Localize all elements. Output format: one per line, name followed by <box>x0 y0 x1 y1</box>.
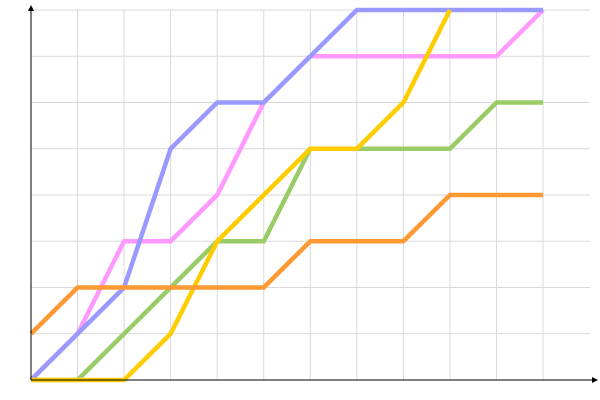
x-axis-arrow-icon <box>592 377 598 383</box>
series-line-2 <box>29 7 544 382</box>
y-axis-arrow-icon <box>28 5 34 11</box>
series-line-3 <box>31 100 544 383</box>
axes <box>28 5 598 383</box>
series-line-5 <box>29 192 544 336</box>
series-group <box>29 7 545 383</box>
